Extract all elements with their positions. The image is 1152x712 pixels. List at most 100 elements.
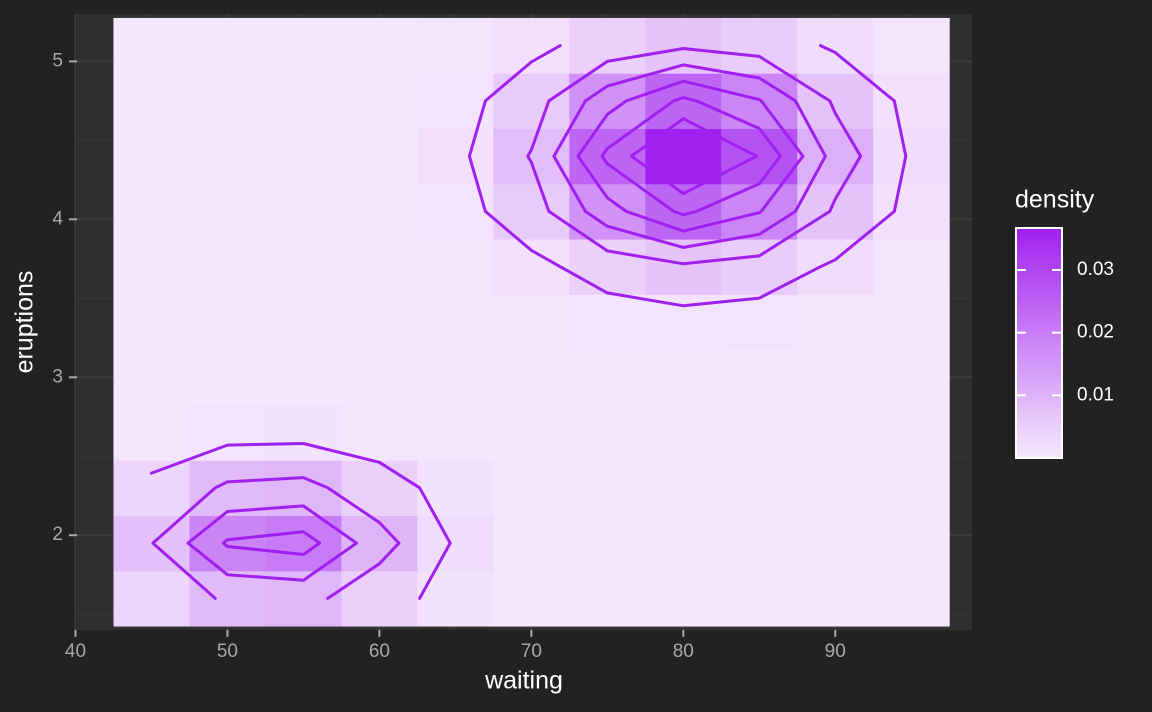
- density-cell: [645, 349, 722, 406]
- density-cell: [189, 17, 266, 74]
- density-cell: [113, 404, 190, 461]
- density-cell: [569, 404, 646, 461]
- density-cell: [797, 570, 874, 627]
- density-cell: [569, 294, 646, 351]
- density-cell: [493, 460, 570, 516]
- density-cell: [113, 570, 190, 627]
- density-cell: [417, 128, 494, 185]
- contour-line: [660, 139, 715, 173]
- density-cell: [493, 404, 570, 461]
- density-cell: [493, 183, 570, 240]
- density-cell: [797, 73, 874, 130]
- density-cell: [113, 349, 190, 406]
- density-cell: [417, 17, 494, 74]
- density-cell: [341, 183, 418, 240]
- density-cell: [417, 460, 494, 516]
- density-cell: [873, 17, 950, 74]
- density-cell: [721, 404, 798, 461]
- legend-title: density: [1015, 186, 1095, 214]
- contour-line: [600, 96, 782, 217]
- density-cell: [189, 460, 266, 516]
- density-cell: [797, 349, 874, 406]
- density-cell: [189, 404, 266, 461]
- x-tick-label: 50: [217, 641, 238, 662]
- density-cell: [265, 404, 342, 461]
- colorbar-tick-label: 0.02: [1077, 322, 1114, 343]
- density-cell: [189, 570, 266, 627]
- density-cell: [797, 460, 874, 516]
- density-cell: [493, 128, 570, 185]
- density-cell: [189, 73, 266, 130]
- density-cell: [493, 515, 570, 572]
- colorbar-tick-label: 0.01: [1077, 384, 1114, 405]
- density-cell: [493, 294, 570, 351]
- density-cell: [113, 73, 190, 130]
- density-cell: [721, 294, 798, 351]
- density-cell: [797, 183, 874, 240]
- density-cell: [569, 460, 646, 516]
- x-tick-label: 80: [673, 641, 694, 662]
- density-cell: [721, 515, 798, 572]
- density-cell: [265, 128, 342, 185]
- density-cell: [721, 570, 798, 627]
- contours: [150, 44, 908, 600]
- contour-line: [151, 47, 863, 600]
- density-cell: [341, 294, 418, 351]
- density-cell: [341, 128, 418, 185]
- x-tick-label: 90: [825, 641, 846, 662]
- contour-line: [150, 44, 908, 600]
- density-cell: [493, 73, 570, 130]
- density-cell: [341, 570, 418, 627]
- x-axis-label: waiting: [484, 667, 563, 695]
- density-cell: [341, 460, 418, 516]
- contour-line: [629, 117, 759, 196]
- density-cell: [569, 570, 646, 627]
- density-cell: [645, 460, 722, 516]
- density-cell: [493, 570, 570, 627]
- density-cell: [721, 17, 798, 74]
- density-cell: [797, 294, 874, 351]
- density-cell: [721, 239, 798, 295]
- axes: 40 50 60 70 80 90 2 3 4 5: [52, 50, 845, 662]
- x-tick-label: 40: [65, 641, 86, 662]
- density-cell: [189, 515, 266, 572]
- density-cell: [417, 515, 494, 572]
- y-tick-label: 3: [52, 366, 63, 387]
- density-cell: [569, 239, 646, 295]
- density-cell: [113, 17, 190, 74]
- density-cell: [189, 239, 266, 295]
- density-cell: [113, 128, 190, 185]
- density-cell: [417, 349, 494, 406]
- contour-line: [186, 63, 827, 582]
- density-cell: [873, 404, 950, 461]
- density-cell: [265, 73, 342, 130]
- density-cell: [417, 183, 494, 240]
- density-cell: [417, 404, 494, 461]
- density-cell: [341, 349, 418, 406]
- contour-line: [221, 79, 805, 556]
- density-cell: [797, 128, 874, 185]
- density-cell: [265, 294, 342, 351]
- density-cell: [645, 570, 722, 627]
- density-cell: [113, 183, 190, 240]
- density-cell: [721, 460, 798, 516]
- density-cell: [797, 17, 874, 74]
- density-cell: [645, 515, 722, 572]
- density-cell: [113, 239, 190, 295]
- density-cell: [189, 294, 266, 351]
- density-cell: [797, 404, 874, 461]
- density-cell: [341, 239, 418, 295]
- density-cell: [417, 239, 494, 295]
- colorbar-tick-label: 0.03: [1077, 259, 1114, 280]
- density-cell: [569, 515, 646, 572]
- y-axis-label: eruptions: [11, 271, 39, 374]
- density-cell: [873, 460, 950, 516]
- density-cell: [189, 128, 266, 185]
- density-cell: [417, 294, 494, 351]
- y-tick-label: 4: [52, 208, 63, 229]
- density-cell: [721, 349, 798, 406]
- density-cell: [265, 349, 342, 406]
- density-cell: [797, 239, 874, 295]
- density-cell: [873, 73, 950, 130]
